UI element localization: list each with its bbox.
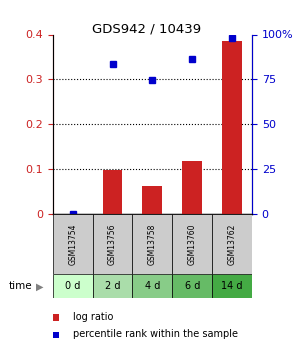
Text: 0 d: 0 d <box>65 282 80 291</box>
Text: 14 d: 14 d <box>221 282 243 291</box>
Text: GSM13762: GSM13762 <box>228 224 236 265</box>
Text: 6 d: 6 d <box>185 282 200 291</box>
Text: GSM13754: GSM13754 <box>68 223 77 265</box>
Text: 4 d: 4 d <box>145 282 160 291</box>
Text: GDS942 / 10439: GDS942 / 10439 <box>92 22 201 36</box>
Text: GSM13756: GSM13756 <box>108 223 117 265</box>
Text: ▶: ▶ <box>36 282 43 291</box>
Bar <box>142 186 162 214</box>
Bar <box>212 274 252 298</box>
Bar <box>222 41 242 214</box>
Bar <box>172 214 212 274</box>
Text: time: time <box>9 282 33 291</box>
Text: percentile rank within the sample: percentile rank within the sample <box>73 329 238 339</box>
Bar <box>53 274 93 298</box>
Text: GSM13760: GSM13760 <box>188 223 197 265</box>
Bar <box>132 274 172 298</box>
Text: log ratio: log ratio <box>73 312 114 322</box>
Bar <box>182 161 202 214</box>
Bar <box>93 214 132 274</box>
Bar <box>132 214 172 274</box>
Bar <box>172 274 212 298</box>
Bar <box>93 274 132 298</box>
Bar <box>212 214 252 274</box>
Text: GSM13758: GSM13758 <box>148 224 157 265</box>
Bar <box>103 170 122 214</box>
Bar <box>53 214 93 274</box>
Text: 2 d: 2 d <box>105 282 120 291</box>
